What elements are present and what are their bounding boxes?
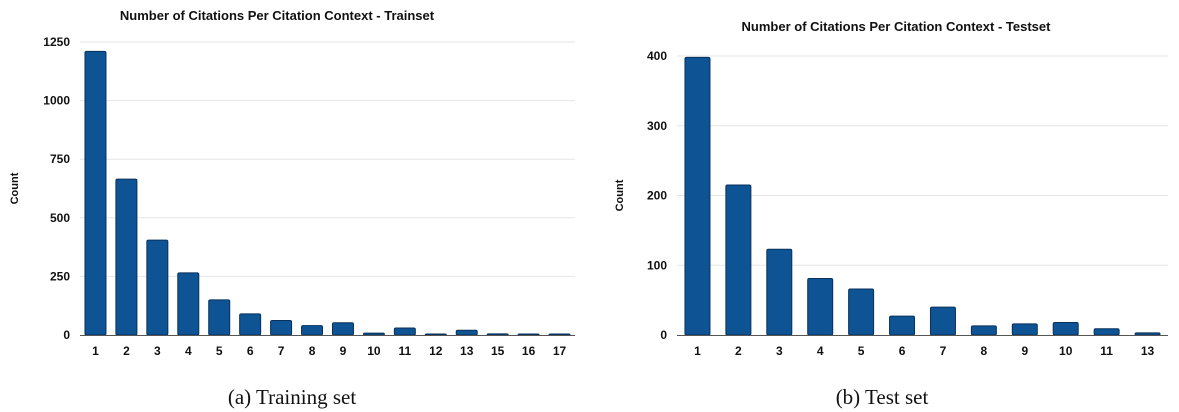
x-tick-label: 13 (1141, 344, 1155, 358)
x-tick-label: 1 (694, 344, 701, 358)
bar-10 (362, 332, 385, 336)
bar-11 (1093, 328, 1120, 336)
figure-caption: (b) Test set (836, 385, 929, 409)
bar-4 (177, 272, 200, 336)
x-tick-label: 6 (247, 344, 254, 358)
y-axis-label: Count (614, 179, 626, 211)
y-tick-label: 500 (50, 211, 70, 225)
y-tick-label: 300 (647, 119, 667, 133)
bar-1 (684, 56, 711, 336)
x-tick-label: 6 (899, 344, 906, 358)
bar-3 (766, 248, 793, 336)
y-tick-label: 100 (647, 258, 667, 272)
x-tick-label: 3 (154, 344, 161, 358)
y-tick-label: 200 (647, 189, 667, 203)
x-tick-label: 16 (522, 344, 536, 358)
x-tick-label: 2 (123, 344, 130, 358)
y-tick-label: 1250 (43, 35, 70, 49)
x-tick-label: 5 (216, 344, 223, 358)
bar-9 (331, 322, 354, 336)
bar-9 (1011, 323, 1038, 336)
x-tick-label: 7 (940, 344, 947, 358)
x-tick-label: 9 (340, 344, 347, 358)
bar-4 (807, 278, 834, 336)
y-tick-label: 400 (647, 49, 667, 63)
bar-17 (548, 333, 571, 336)
bar-16 (517, 333, 540, 336)
bar-2 (725, 184, 752, 336)
y-tick-label: 1000 (43, 94, 70, 108)
x-tick-label: 13 (460, 344, 474, 358)
x-tick-label: 17 (553, 344, 567, 358)
x-tick-label: 11 (399, 344, 412, 358)
chart-title: Number of Citations Per Citation Context… (120, 8, 435, 23)
bar-5 (208, 299, 231, 336)
bar-10 (1052, 321, 1079, 336)
figure-caption: (a) Training set (228, 385, 356, 409)
chart-title: Number of Citations Per Citation Context… (742, 19, 1052, 34)
x-tick-label: 15 (491, 344, 505, 358)
x-tick-label: 10 (1059, 344, 1073, 358)
bar-1 (84, 50, 107, 336)
x-tick-label: 1 (92, 344, 99, 358)
bar-5 (848, 288, 875, 336)
x-tick-label: 9 (1021, 344, 1028, 358)
bar-13 (455, 329, 478, 336)
bar-7 (929, 306, 956, 336)
bar-6 (889, 315, 916, 336)
y-tick-label: 0 (660, 328, 667, 342)
bar-2 (115, 178, 138, 336)
bar-8 (970, 325, 997, 336)
chart-training-set: Number of Citations Per Citation Context… (9, 8, 575, 409)
y-tick-label: 250 (50, 269, 70, 283)
x-tick-label: 4 (817, 344, 824, 358)
x-tick-label: 8 (981, 344, 988, 358)
x-tick-label: 3 (776, 344, 783, 358)
x-tick-label: 10 (367, 344, 381, 358)
x-tick-label: 8 (309, 344, 316, 358)
bar-11 (393, 327, 416, 336)
bar-7 (270, 319, 293, 336)
x-tick-label: 7 (278, 344, 285, 358)
y-tick-label: 0 (63, 328, 70, 342)
bar-15 (486, 333, 509, 336)
x-tick-label: 11 (1100, 344, 1113, 358)
chart-test-set: Number of Citations Per Citation Context… (614, 19, 1168, 409)
x-tick-label: 5 (858, 344, 865, 358)
y-tick-label: 750 (50, 152, 70, 166)
y-axis-label: Count (9, 172, 21, 204)
bar-6 (239, 313, 262, 336)
x-tick-label: 2 (735, 344, 742, 358)
bar-3 (146, 239, 169, 336)
bar-8 (301, 325, 324, 336)
x-tick-label: 4 (185, 344, 192, 358)
x-tick-label: 12 (429, 344, 443, 358)
bar-12 (424, 333, 447, 336)
bar-13 (1134, 332, 1161, 336)
